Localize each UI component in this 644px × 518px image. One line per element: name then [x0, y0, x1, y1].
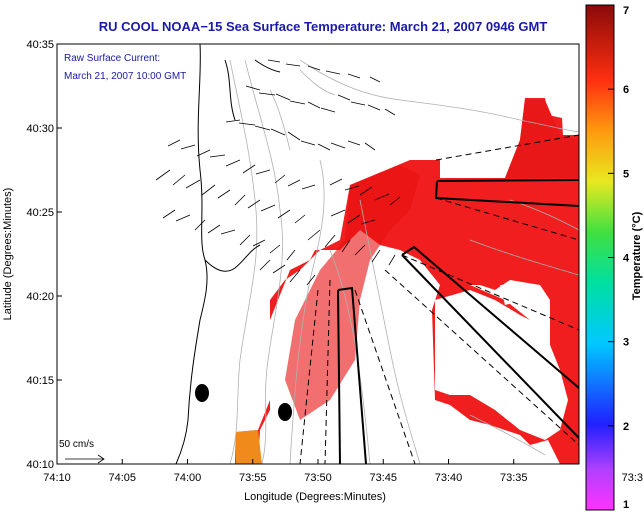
sst-cool-patch [236, 430, 262, 464]
colorbar-tick-label: 1 [623, 499, 629, 511]
y-tick-label: 40:25 [26, 207, 54, 219]
y-tick-label: 40:15 [26, 375, 54, 387]
colorbar-tick-label: 6 [623, 84, 629, 96]
x-tick-label: 74:10 [43, 472, 71, 484]
y-axis-label: Latitude (Degrees:Minutes) [2, 188, 14, 321]
colorbar-tick-label: 2 [623, 421, 629, 433]
no-data-region-2 [500, 285, 525, 305]
sst-patch-east [505, 100, 579, 178]
colorbar: 1 2 3 4 5 6 7 Temperature (°C) [585, 4, 643, 511]
y-tick-label: 40:20 [26, 291, 54, 303]
chart-title: RU COOL NOAA−15 Sea Surface Temperature:… [99, 19, 548, 34]
x-axis-label: Longitude (Degrees:Minutes) [244, 491, 386, 503]
marker-east [278, 403, 292, 421]
colorbar-tick-label: 7 [623, 5, 629, 17]
no-data-region [435, 290, 568, 440]
bathymetry-contours [229, 59, 579, 464]
y-tick-label: 40:35 [26, 39, 54, 51]
colorbar-ticks: 1 2 3 4 5 6 7 [608, 4, 630, 511]
y-tick-label: 40:10 [26, 459, 54, 471]
marker-west [195, 384, 209, 402]
scale-arrow [65, 454, 105, 464]
x-tick-label: 74:05 [108, 472, 136, 484]
x-axis: 74:10 74:05 74:00 73:55 73:50 73:45 73:40 73:35… [43, 459, 643, 484]
x-tick-label: 73:45 [369, 472, 397, 484]
x-tick-label: 73:55 [239, 472, 267, 484]
x-tick-label: 73:40 [435, 472, 463, 484]
x-tick-label: 73:35 [500, 472, 528, 484]
y-axis: 40:35 40:30 40:25 40:20 40:15 40:10 [26, 39, 62, 471]
transect-lines [299, 134, 579, 464]
colorbar-tick-label: 5 [623, 168, 629, 180]
surface-current-vectors [155, 59, 401, 286]
coastline [175, 44, 281, 464]
y-tick-label: 40:30 [26, 123, 54, 135]
x-tick-label: 73:3 [622, 472, 643, 484]
plot-area: 50 cm/s Raw Surface Current: March 21, 2… [57, 44, 579, 464]
x-tick-label: 74:00 [174, 472, 202, 484]
scale-label: 50 cm/s [59, 439, 94, 450]
colorbar-label: Temperature (°C) [631, 211, 643, 300]
annotation-line-2: March 21, 2007 10:00 GMT [64, 71, 186, 82]
sampling-boxes [337, 179, 579, 464]
colorbar-tick-label: 4 [623, 253, 630, 265]
annotation-line-1: Raw Surface Current: [64, 53, 160, 64]
x-tick-label: 73:50 [304, 472, 332, 484]
colorbar-tick-label: 3 [623, 337, 629, 349]
